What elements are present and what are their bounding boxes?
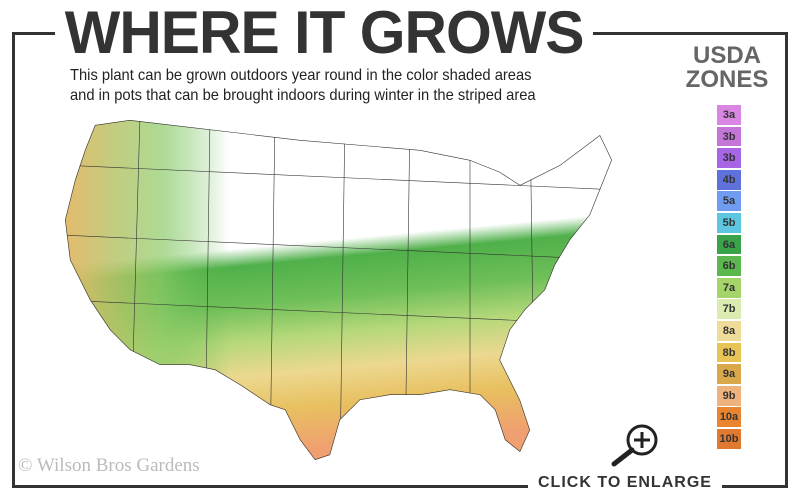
legend-zone-7a: 7a <box>717 277 741 298</box>
legend-zone-4b: 4b <box>717 169 741 190</box>
legend-zone-8b: 8b <box>717 342 741 363</box>
page-title: WHERE IT GROWS <box>55 2 594 64</box>
legend-title: USDA ZONES <box>672 44 782 92</box>
usda-zone-legend: 3a 3b 3b 4b 5a 5b 6a 6b 7a 7b 8a 8b 9a 9b 10a 10b <box>717 105 741 451</box>
legend-zone-3b: 3b <box>717 126 741 147</box>
legend-zone-10a: 10a <box>717 407 741 428</box>
subtitle: This plant can be grown outdoors year ro… <box>70 66 536 106</box>
legend-zone-5b: 5b <box>717 212 741 233</box>
legend-zone-5a: 5a <box>717 191 741 212</box>
legend-zone-7b: 7b <box>717 299 741 320</box>
magnifier-plus-icon[interactable] <box>608 422 664 468</box>
legend-zone-9b: 9b <box>717 385 741 406</box>
west-zone-shading <box>65 120 230 375</box>
legend-zone-6b: 6b <box>717 256 741 276</box>
copyright-credit: © Wilson Bros Gardens <box>18 455 200 476</box>
legend-zone-3a: 3a <box>717 105 741 125</box>
legend-title-line-1: USDA <box>692 42 761 69</box>
subtitle-line-1: This plant can be grown outdoors year ro… <box>70 67 532 84</box>
legend-zone-10b: 10b <box>717 428 741 449</box>
legend-title-line-2: ZONES <box>685 66 769 93</box>
legend-zone-9a: 9a <box>717 364 741 384</box>
click-to-enlarge-link[interactable]: CLICK TO ENLARGE <box>528 474 722 492</box>
subtitle-line-2: and in pots that can be brought indoors … <box>70 87 536 104</box>
legend-zone-6a: 6a <box>717 234 741 255</box>
legend-zone-3b: 3b <box>717 148 741 168</box>
legend-zone-8a: 8a <box>717 320 741 341</box>
